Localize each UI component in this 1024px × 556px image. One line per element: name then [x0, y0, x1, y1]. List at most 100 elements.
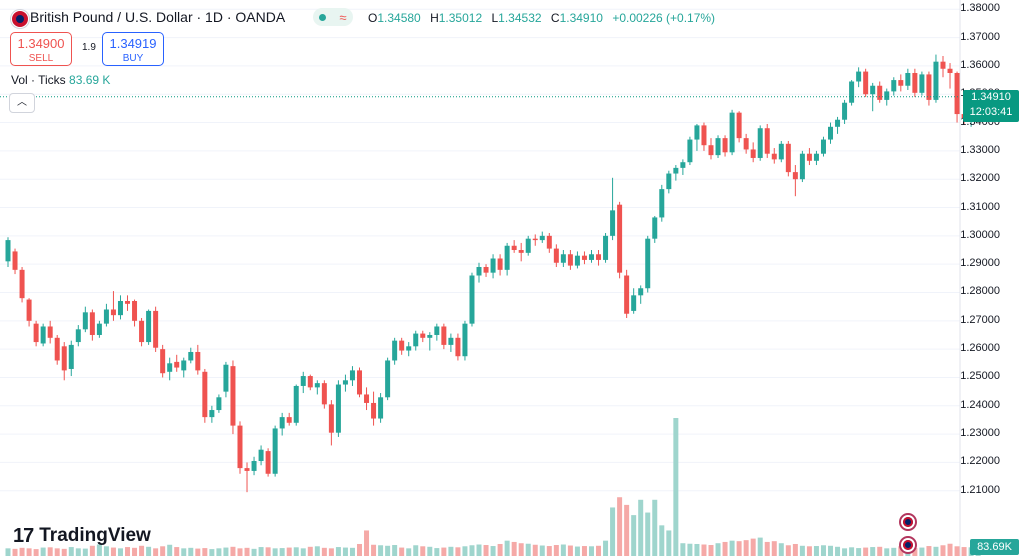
market-status[interactable]: ≈	[313, 8, 353, 26]
volume-axis-tag: 83.69K	[970, 539, 1019, 555]
candle-body	[47, 326, 53, 338]
candle-body	[364, 394, 370, 403]
economic-event-icon[interactable]	[899, 513, 917, 531]
volume-bar	[181, 548, 187, 556]
candle-body	[511, 245, 517, 251]
candle-body	[940, 61, 946, 69]
volume-bar	[743, 540, 749, 556]
candle-body	[195, 351, 201, 371]
volume-bar	[715, 543, 721, 556]
volume-bar	[293, 547, 299, 556]
volume-legend[interactable]: Vol · Ticks 83.69 K	[11, 73, 110, 87]
candle-body	[167, 363, 173, 372]
candle-body	[490, 258, 496, 273]
candle-body	[19, 269, 25, 299]
volume-bar	[870, 547, 876, 556]
candle-body	[518, 250, 524, 253]
buy-button[interactable]: 1.34919 BUY	[102, 32, 164, 66]
volume-bar	[357, 543, 362, 556]
candle-body	[75, 329, 81, 343]
volume-bar	[722, 541, 728, 556]
y-tick-label: 1.21000	[960, 483, 1000, 496]
candle-body	[659, 189, 665, 218]
sell-button[interactable]: 1.34900 SELL	[10, 32, 72, 66]
volume-bar	[785, 545, 791, 556]
candle-body	[139, 320, 145, 343]
candle-body	[293, 385, 299, 423]
economic-event-icon-2[interactable]	[899, 536, 917, 554]
candle-body	[476, 267, 482, 276]
volume-bar	[511, 541, 517, 556]
volume-bar	[553, 545, 559, 556]
symbol-title[interactable]: British Pound / U.S. Dollar · 1D · OANDA	[30, 9, 286, 25]
volume-bar	[349, 547, 355, 556]
volume-bar	[884, 548, 890, 556]
bar-countdown: 12:03:41	[969, 106, 1013, 118]
candle-body	[919, 74, 925, 93]
candle-body	[300, 376, 306, 386]
high-label: H	[430, 11, 439, 25]
volume-value: 83.69 K	[69, 73, 111, 87]
candle-body	[799, 153, 805, 180]
candle-body	[132, 300, 138, 321]
candle-body	[272, 428, 278, 474]
volume-bar	[504, 540, 510, 556]
volume-bar	[378, 545, 384, 556]
candle-body	[483, 267, 489, 273]
collapse-legend-button[interactable]: ︿	[9, 93, 35, 113]
volume-bar	[912, 548, 918, 556]
volume-bar	[455, 547, 461, 556]
candle-body	[828, 126, 834, 140]
candle-body	[596, 254, 602, 260]
volume-bar	[652, 499, 658, 556]
last-price-value: 1.34910	[971, 91, 1011, 103]
candle-body	[357, 370, 362, 395]
volume-bar	[497, 543, 503, 556]
candle-body	[209, 410, 215, 418]
volume-bar	[89, 545, 95, 556]
volume-bar	[708, 545, 714, 556]
volume-bar	[729, 540, 735, 556]
volume-bar	[223, 547, 229, 556]
candle-body	[715, 138, 721, 156]
volume-bar	[371, 544, 377, 556]
volume-bar	[961, 547, 967, 556]
volume-bar	[919, 547, 925, 556]
candle-body	[666, 173, 672, 190]
y-tick-label: 1.22000	[960, 455, 1000, 468]
volume-bar	[399, 547, 405, 556]
volume-bar	[947, 543, 953, 556]
candle-body	[371, 402, 377, 419]
candle-body	[652, 217, 658, 239]
volume-bar	[771, 541, 777, 556]
high-value: 1.35012	[438, 11, 483, 25]
volume-bar	[258, 547, 264, 556]
volume-bar	[160, 546, 166, 556]
candle-body	[708, 145, 714, 156]
volume-bar	[314, 546, 320, 556]
volume-bar	[82, 548, 88, 556]
volume-bar	[610, 507, 616, 556]
candle-body	[321, 383, 327, 405]
volume-bar	[490, 546, 496, 556]
volume-bar	[631, 515, 637, 556]
volume-label: Vol · Ticks	[11, 73, 66, 87]
volume-bar	[174, 547, 180, 556]
candle-body	[722, 138, 728, 153]
volume-bar	[153, 548, 159, 556]
candle-body	[153, 310, 159, 348]
volume-bar	[61, 548, 67, 556]
tradingview-logo[interactable]: 17 TradingView	[13, 524, 151, 548]
volume-bar	[335, 547, 341, 556]
volume-bar	[778, 543, 784, 556]
open-value: 1.34580	[377, 11, 421, 25]
candle-body	[181, 360, 187, 371]
candle-body	[947, 68, 953, 73]
candle-body	[771, 153, 777, 160]
candle-body	[103, 309, 109, 324]
candle-body	[891, 80, 897, 92]
volume-bar	[581, 546, 587, 556]
candle-body	[673, 167, 679, 174]
volume-bar	[483, 545, 489, 556]
